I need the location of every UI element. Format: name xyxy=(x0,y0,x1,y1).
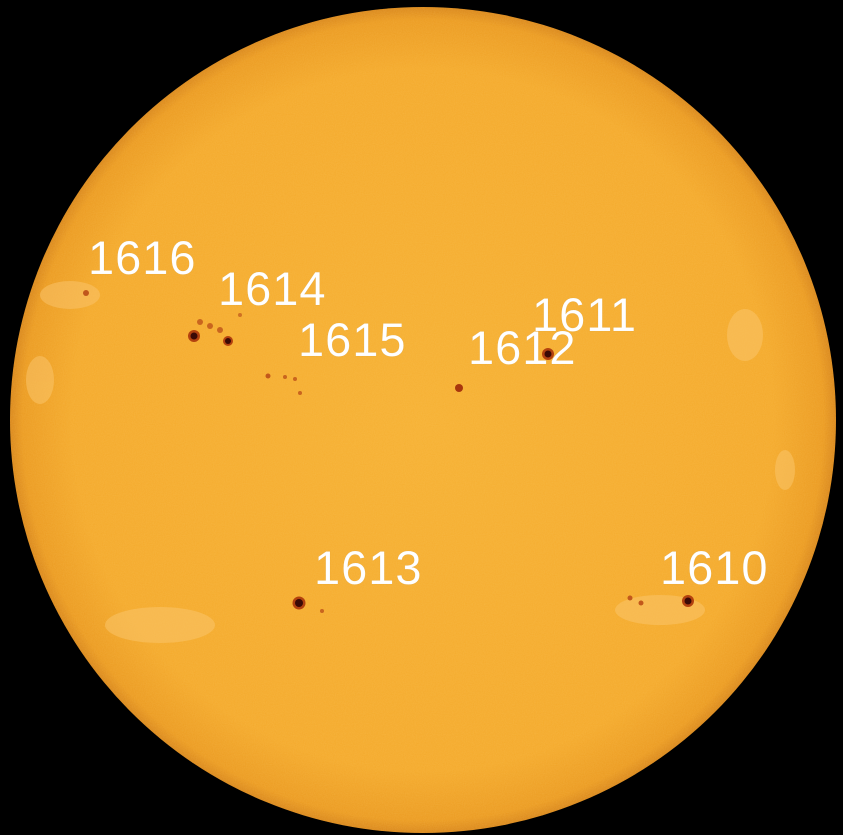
region-label-1610: 1610 xyxy=(660,541,769,594)
region-label-1612: 1612 xyxy=(468,321,577,374)
plage-patches xyxy=(26,281,795,643)
sunspot-group-1611 xyxy=(542,348,554,360)
region-label-1613: 1613 xyxy=(314,541,423,594)
region-label-1616: 1616 xyxy=(88,231,197,284)
sunspot-1612 xyxy=(455,384,463,392)
sunspot-group-1610 xyxy=(627,595,694,607)
sunspot-group-1615 xyxy=(265,373,302,395)
sunspot-group-1614 xyxy=(188,313,242,346)
region-label-1614: 1614 xyxy=(218,262,327,315)
solar-disk-texture xyxy=(10,7,836,833)
sunspot-1616 xyxy=(83,290,89,296)
sunspot-group-1613 xyxy=(292,596,324,613)
region-label-1611: 1611 xyxy=(532,288,637,341)
sunspots xyxy=(83,290,694,613)
region-label-1615: 1615 xyxy=(298,313,407,366)
region-labels: 1616 1614 1615 1612 1611 1613 1610 xyxy=(88,231,769,595)
